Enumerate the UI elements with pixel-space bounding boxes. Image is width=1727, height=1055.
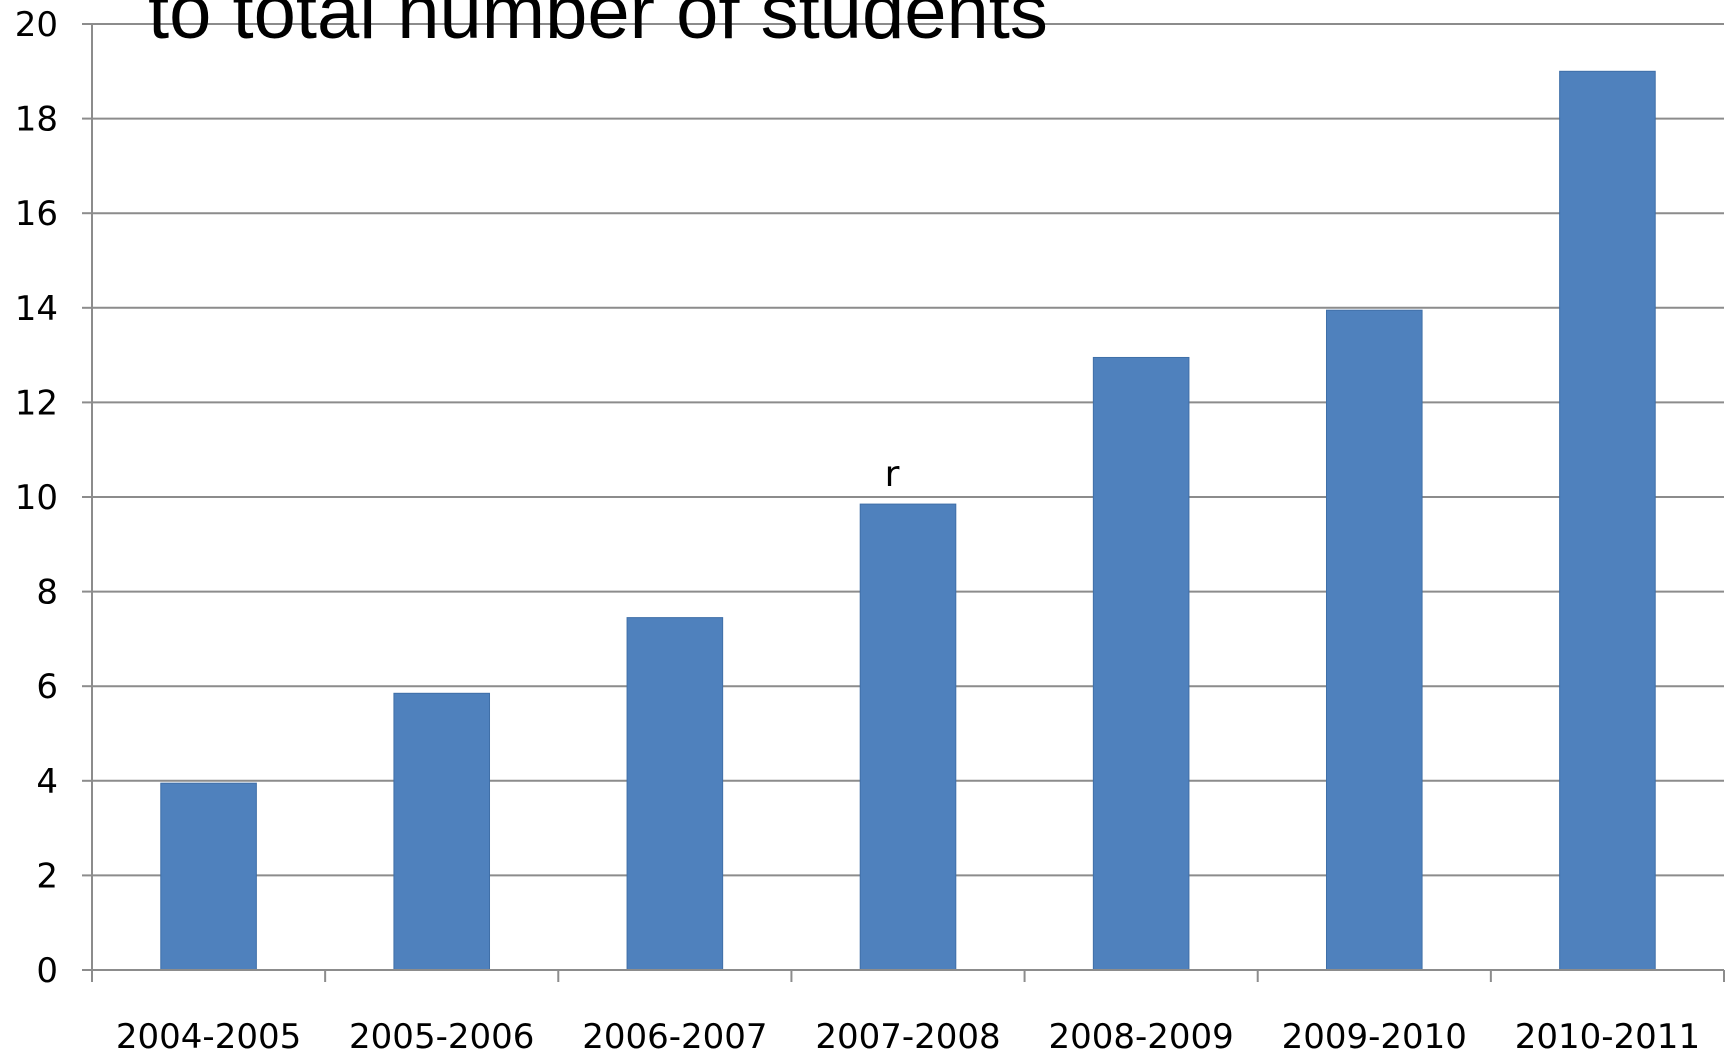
bar-2010-2011 [1559, 70, 1656, 971]
bar-2006-2007 [626, 617, 724, 971]
y-tick-label-6: 6 [36, 667, 58, 707]
axes [82, 23, 1725, 982]
y-tick-label-0: 0 [36, 951, 58, 991]
x-tick-label-2009-2010: 2009-2010 [1282, 1017, 1467, 1055]
bar-2009-2010 [1325, 309, 1423, 971]
y-tick-label-8: 8 [36, 573, 58, 613]
x-tick-label-2010-2011: 2010-2011 [1515, 1017, 1700, 1055]
y-tick-label-16: 16 [15, 194, 58, 234]
y-tick-label-14: 14 [15, 289, 58, 329]
bar-2008-2009 [1092, 356, 1190, 971]
bar-2005-2006 [393, 692, 491, 971]
y-tick-labels: 0 2 4 6 8 10 12 14 16 18 20 [15, 5, 58, 991]
bars [160, 70, 1656, 971]
x-tick-label-2006-2007: 2006-2007 [582, 1017, 767, 1055]
x-tick-label-2007-2008: 2007-2008 [815, 1017, 1000, 1055]
x-tick-label-2008-2009: 2008-2009 [1048, 1017, 1233, 1055]
y-tick-label-4: 4 [36, 762, 58, 802]
gridlines [92, 23, 1724, 877]
y-tick-label-20: 20 [15, 5, 58, 45]
y-tick-label-2: 2 [36, 856, 58, 896]
x-tick-label-2005-2006: 2005-2006 [349, 1017, 534, 1055]
bar-annotation: r [885, 454, 900, 495]
y-tick-label-18: 18 [15, 100, 58, 140]
y-tick-label-10: 10 [15, 478, 58, 518]
x-tick-labels: 2004-2005 2005-2006 2006-2007 2007-2008 2008… [116, 1017, 1700, 1055]
bar-2004-2005 [160, 782, 257, 971]
x-tick-label-2004-2005: 2004-2005 [116, 1017, 301, 1055]
bar-2007-2008 [859, 503, 957, 971]
chart-title: to total number of students [148, 0, 1048, 55]
y-tick-label-12: 12 [15, 383, 58, 423]
